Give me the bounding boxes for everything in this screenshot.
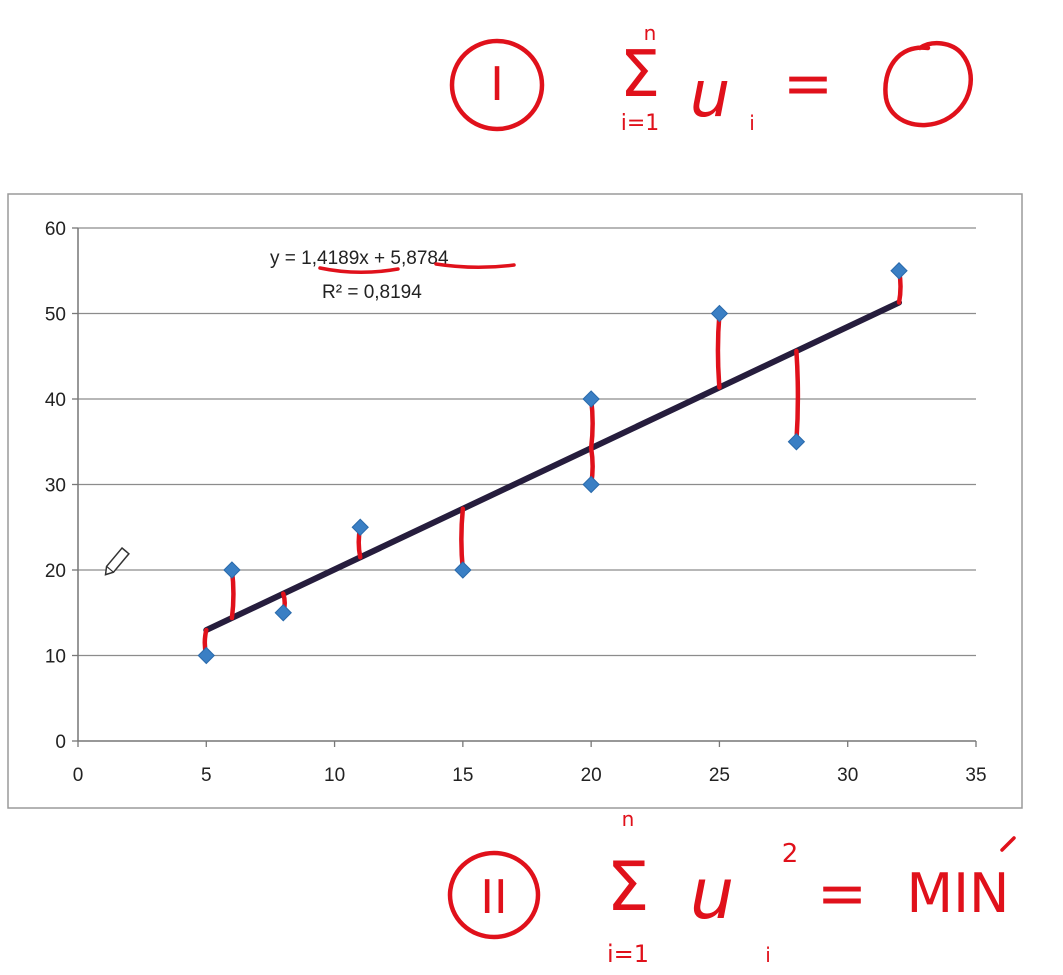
squared-residual-term: u xyxy=(690,853,734,935)
x-tick-label: 35 xyxy=(965,765,986,786)
residual-term: u xyxy=(690,58,731,132)
intercept-underline xyxy=(434,262,516,270)
sigma-symbol-2: Σ xyxy=(607,848,650,927)
data-point xyxy=(582,475,600,494)
y-tick-label: 10 xyxy=(45,647,66,668)
chart-frame xyxy=(7,193,1023,809)
pencil-cursor-icon xyxy=(104,546,130,576)
x-axis-tick-labels: 0 5 10 15 20 25 30 35 xyxy=(73,765,987,786)
trendline-group xyxy=(203,299,903,634)
y-tick-label: 20 xyxy=(45,561,66,582)
x-tick-label: 20 xyxy=(581,765,602,786)
squared-residual-subscript: i xyxy=(765,943,771,967)
equals-sign-bottom: = xyxy=(817,859,867,929)
sigma-symbol: Σ xyxy=(620,38,660,112)
annotation-sum-of-squares: II n Σ i=1 u 2 i = MIN xyxy=(447,807,1016,968)
y-axis-tick-labels: 0 10 20 30 40 50 60 xyxy=(45,219,66,753)
y-tick-label: 40 xyxy=(45,390,66,411)
x-tick-label: 15 xyxy=(452,765,473,786)
x-tick-label: 30 xyxy=(837,765,858,786)
x-tick-label: 5 xyxy=(201,765,212,786)
sum-lower-limit-2: i=1 xyxy=(607,940,649,968)
equals-sign-top: = xyxy=(783,49,833,119)
y-tick-label: 60 xyxy=(45,219,66,240)
x-tick-label: 25 xyxy=(709,765,730,786)
residual-mark xyxy=(715,311,722,390)
marker-two: II xyxy=(480,870,507,924)
sum-upper-limit-2: n xyxy=(622,807,635,831)
sum-upper-limit: n xyxy=(644,21,657,45)
y-tick-label: 30 xyxy=(45,476,66,497)
data-point xyxy=(197,646,215,665)
sum-lower-limit: i=1 xyxy=(621,111,660,136)
data-point xyxy=(710,304,729,323)
x-tick-label: 0 xyxy=(73,765,84,786)
square-exponent: 2 xyxy=(782,839,799,869)
residual-subscript: i xyxy=(749,111,755,135)
data-point xyxy=(890,262,908,280)
marker-one: I xyxy=(490,57,504,111)
data-points xyxy=(197,262,908,665)
data-point xyxy=(582,390,600,408)
x-tick-label: 10 xyxy=(324,765,345,786)
circled-numeral-one xyxy=(449,38,545,132)
trendline-equation: y = 1,4189x + 5,8784 xyxy=(270,248,449,269)
r-squared-label: R² = 0,8194 xyxy=(322,282,422,303)
data-point xyxy=(351,518,369,536)
y-tick-label: 0 xyxy=(55,732,66,753)
axes xyxy=(72,227,977,747)
data-point xyxy=(454,561,472,579)
zero-value xyxy=(883,40,973,128)
data-point xyxy=(223,561,241,579)
minimum-label: MIN xyxy=(907,862,1010,925)
data-point xyxy=(274,604,292,622)
regression-line xyxy=(203,299,903,634)
residual-mark xyxy=(459,506,466,573)
accent-mark xyxy=(1000,836,1016,852)
residual-mark xyxy=(794,348,801,444)
y-tick-label: 50 xyxy=(45,305,66,326)
annotation-sum-of-residuals: I n Σ i=1 u i = xyxy=(449,21,973,136)
circled-numeral-two xyxy=(447,850,541,940)
data-point xyxy=(787,433,806,451)
slope-underline xyxy=(318,266,400,275)
